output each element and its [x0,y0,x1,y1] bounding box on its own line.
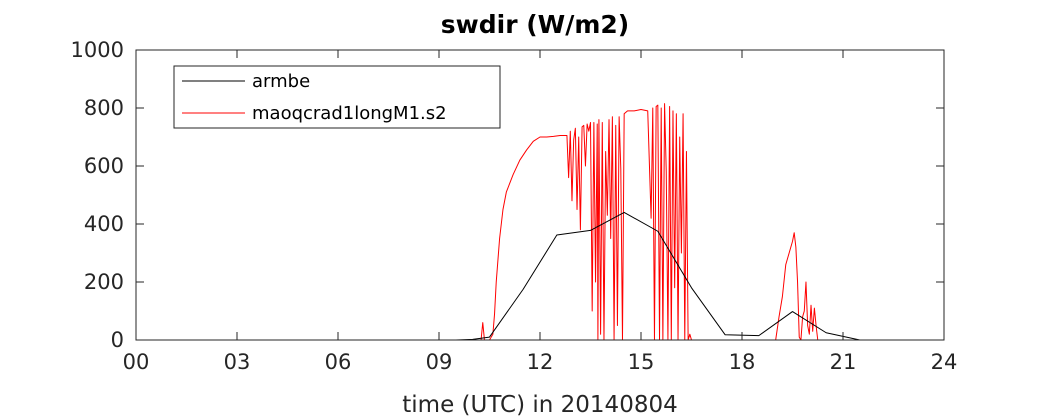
x-tick-label: 06 [325,350,352,374]
x-tick-label: 21 [830,350,857,374]
y-tick-label: 200 [84,270,124,294]
chart-title: swdir (W/m2) [441,10,629,39]
legend-label-maoqcrad: maoqcrad1longM1.s2 [252,103,447,124]
x-tick-label: 24 [931,350,958,374]
x-tick-label: 03 [224,350,251,374]
x-tick-label: 15 [628,350,655,374]
y-tick-label: 1000 [71,38,124,62]
legend: armbe maoqcrad1longM1.s2 [173,65,501,129]
x-tick-label: 12 [527,350,554,374]
y-tick-label: 800 [84,96,124,120]
tick-layer: 00 03 06 09 12 15 18 21 24 0 200 400 600 800 1000 [71,38,958,374]
legend-box [173,65,501,129]
series-line-maoqcrad [136,103,944,341]
y-tick-label: 400 [84,212,124,236]
x-tick-label: 09 [426,350,453,374]
y-tick-label: 600 [84,154,124,178]
legend-label-armbe: armbe [252,71,310,92]
x-axis-label: time (UTC) in 20140804 [402,392,677,417]
x-tick-label: 18 [729,350,756,374]
x-tick-label: 00 [123,350,150,374]
series-layer [136,103,944,341]
y-tick-label: 0 [111,328,124,352]
series-line-armbe [136,211,944,341]
